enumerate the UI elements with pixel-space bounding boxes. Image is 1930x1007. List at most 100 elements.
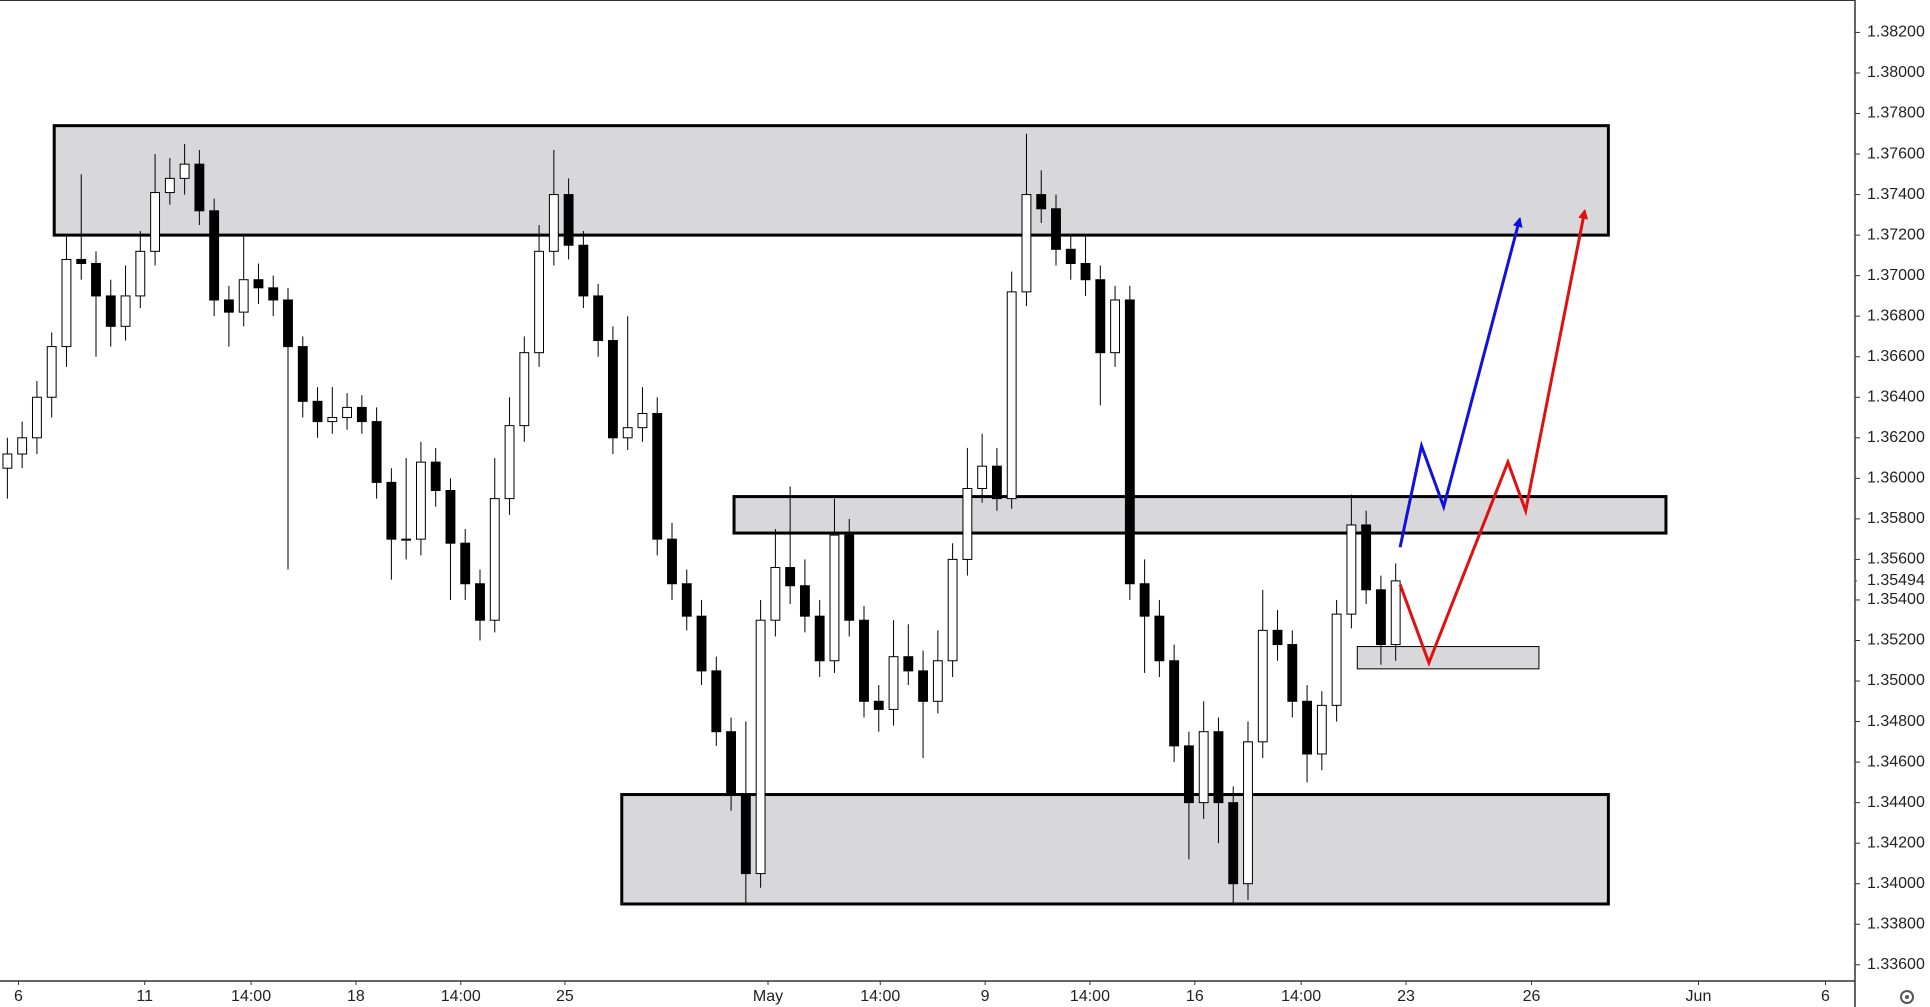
- candle-body: [622, 427, 633, 439]
- y-tick-label: 1.34400: [1867, 794, 1925, 811]
- candle-body: [829, 534, 840, 662]
- y-tick-label: 1.38200: [1867, 24, 1925, 41]
- settings-icon[interactable]: [1900, 990, 1914, 1004]
- candle-body: [888, 656, 899, 710]
- candle-body: [1213, 731, 1224, 804]
- candle-body: [312, 400, 323, 423]
- candle-body: [696, 615, 707, 672]
- candle-body: [1139, 583, 1150, 617]
- x-tick-label: 6: [1821, 988, 1830, 1005]
- projection-arrow: [1398, 208, 1589, 667]
- candle-body: [164, 177, 175, 194]
- zone: [1356, 646, 1540, 670]
- candle-body: [445, 490, 456, 544]
- candle-body: [460, 542, 471, 585]
- candle-body: [578, 244, 589, 297]
- y-tick-label: 1.37600: [1867, 145, 1925, 162]
- candle-body: [150, 192, 161, 252]
- candle-body: [342, 406, 353, 419]
- candle-body: [1154, 615, 1165, 662]
- x-tick-label: 26: [1523, 988, 1541, 1005]
- candle-body: [179, 163, 190, 179]
- y-tick-label: 1.34800: [1867, 713, 1925, 730]
- candle-body: [593, 295, 604, 342]
- candle-body: [371, 421, 382, 483]
- x-tick-label: 18: [347, 988, 365, 1005]
- candle-body: [563, 194, 574, 246]
- x-tick-label: May: [753, 988, 783, 1005]
- candle-body: [1051, 208, 1061, 250]
- y-tick-label: 1.35000: [1867, 672, 1925, 689]
- candle-body: [1316, 704, 1327, 755]
- y-tick-label: 1.37000: [1867, 267, 1925, 284]
- y-tick-label: 1.36200: [1867, 429, 1925, 446]
- candle-body: [932, 660, 943, 702]
- y-tick-label: 1.36600: [1867, 348, 1925, 365]
- candle-body: [534, 250, 545, 354]
- y-tick-label: 1.34200: [1867, 834, 1925, 851]
- x-tick-label: 14:00: [1070, 988, 1110, 1005]
- y-tick-label: 1.37400: [1867, 186, 1925, 203]
- y-tick-label: 1.34600: [1867, 753, 1925, 770]
- y-tick-label: 1.38000: [1867, 64, 1925, 81]
- candle-body: [31, 396, 42, 439]
- x-tick-label: 14:00: [1281, 988, 1321, 1005]
- candle-body: [297, 346, 308, 402]
- candle-body: [1065, 248, 1076, 264]
- x-tick-label: 14:00: [231, 988, 271, 1005]
- last-price-box: [1857, 570, 1930, 591]
- y-tick-label: 1.36000: [1867, 470, 1925, 487]
- candle-body: [61, 258, 72, 348]
- y-tick-label: 1.37200: [1867, 226, 1925, 243]
- candle-body: [1095, 279, 1106, 354]
- candle-body: [962, 487, 973, 560]
- candle-body: [415, 461, 426, 540]
- y-tick-label: 1.36400: [1867, 388, 1925, 405]
- zone: [620, 793, 1610, 906]
- candle-body: [1390, 580, 1401, 646]
- candle-body: [859, 619, 869, 702]
- candle-body: [489, 498, 500, 621]
- zone: [732, 495, 1668, 535]
- candle-body: [238, 279, 249, 313]
- candle-body: [903, 656, 914, 672]
- candle-body: [711, 670, 722, 733]
- candle-body: [770, 567, 781, 621]
- candle-body: [76, 258, 87, 264]
- candle-body: [1331, 613, 1342, 706]
- candle-body: [401, 538, 412, 541]
- candle-body: [1302, 700, 1312, 755]
- candle-body: [755, 619, 766, 875]
- x-tick-label: Jun: [1686, 988, 1712, 1005]
- candle-body: [1080, 262, 1091, 281]
- candle-body: [17, 437, 28, 455]
- candle-body: [607, 340, 618, 439]
- y-tick-label: 1.35600: [1867, 551, 1925, 568]
- y-tick-label: 1.34000: [1867, 875, 1925, 892]
- candle-body: [386, 481, 397, 540]
- y-tick-label: 1.33800: [1867, 915, 1925, 932]
- candle-body: [785, 567, 796, 587]
- candle-body: [1036, 194, 1047, 210]
- candle-body: [1110, 299, 1120, 354]
- candle-body: [844, 534, 855, 621]
- candle-body: [1006, 291, 1017, 500]
- candle-body: [283, 299, 293, 348]
- projection-arrow: [1398, 216, 1523, 548]
- candle-body: [356, 406, 367, 423]
- candle-body: [947, 558, 958, 662]
- candle-body: [652, 412, 663, 540]
- y-tick-label: 1.33600: [1867, 956, 1925, 973]
- candle-body: [1124, 299, 1135, 585]
- candle-body: [1169, 660, 1180, 747]
- x-tick-label: 23: [1397, 988, 1415, 1005]
- x-tick-label: 14:00: [860, 988, 900, 1005]
- candle-body: [430, 461, 441, 491]
- x-tick-label: 16: [1186, 988, 1204, 1005]
- candle-body: [223, 299, 234, 313]
- candle-body: [327, 417, 338, 423]
- x-tick-label: 6: [14, 988, 23, 1005]
- last-price-label: 1.35494: [1867, 572, 1925, 589]
